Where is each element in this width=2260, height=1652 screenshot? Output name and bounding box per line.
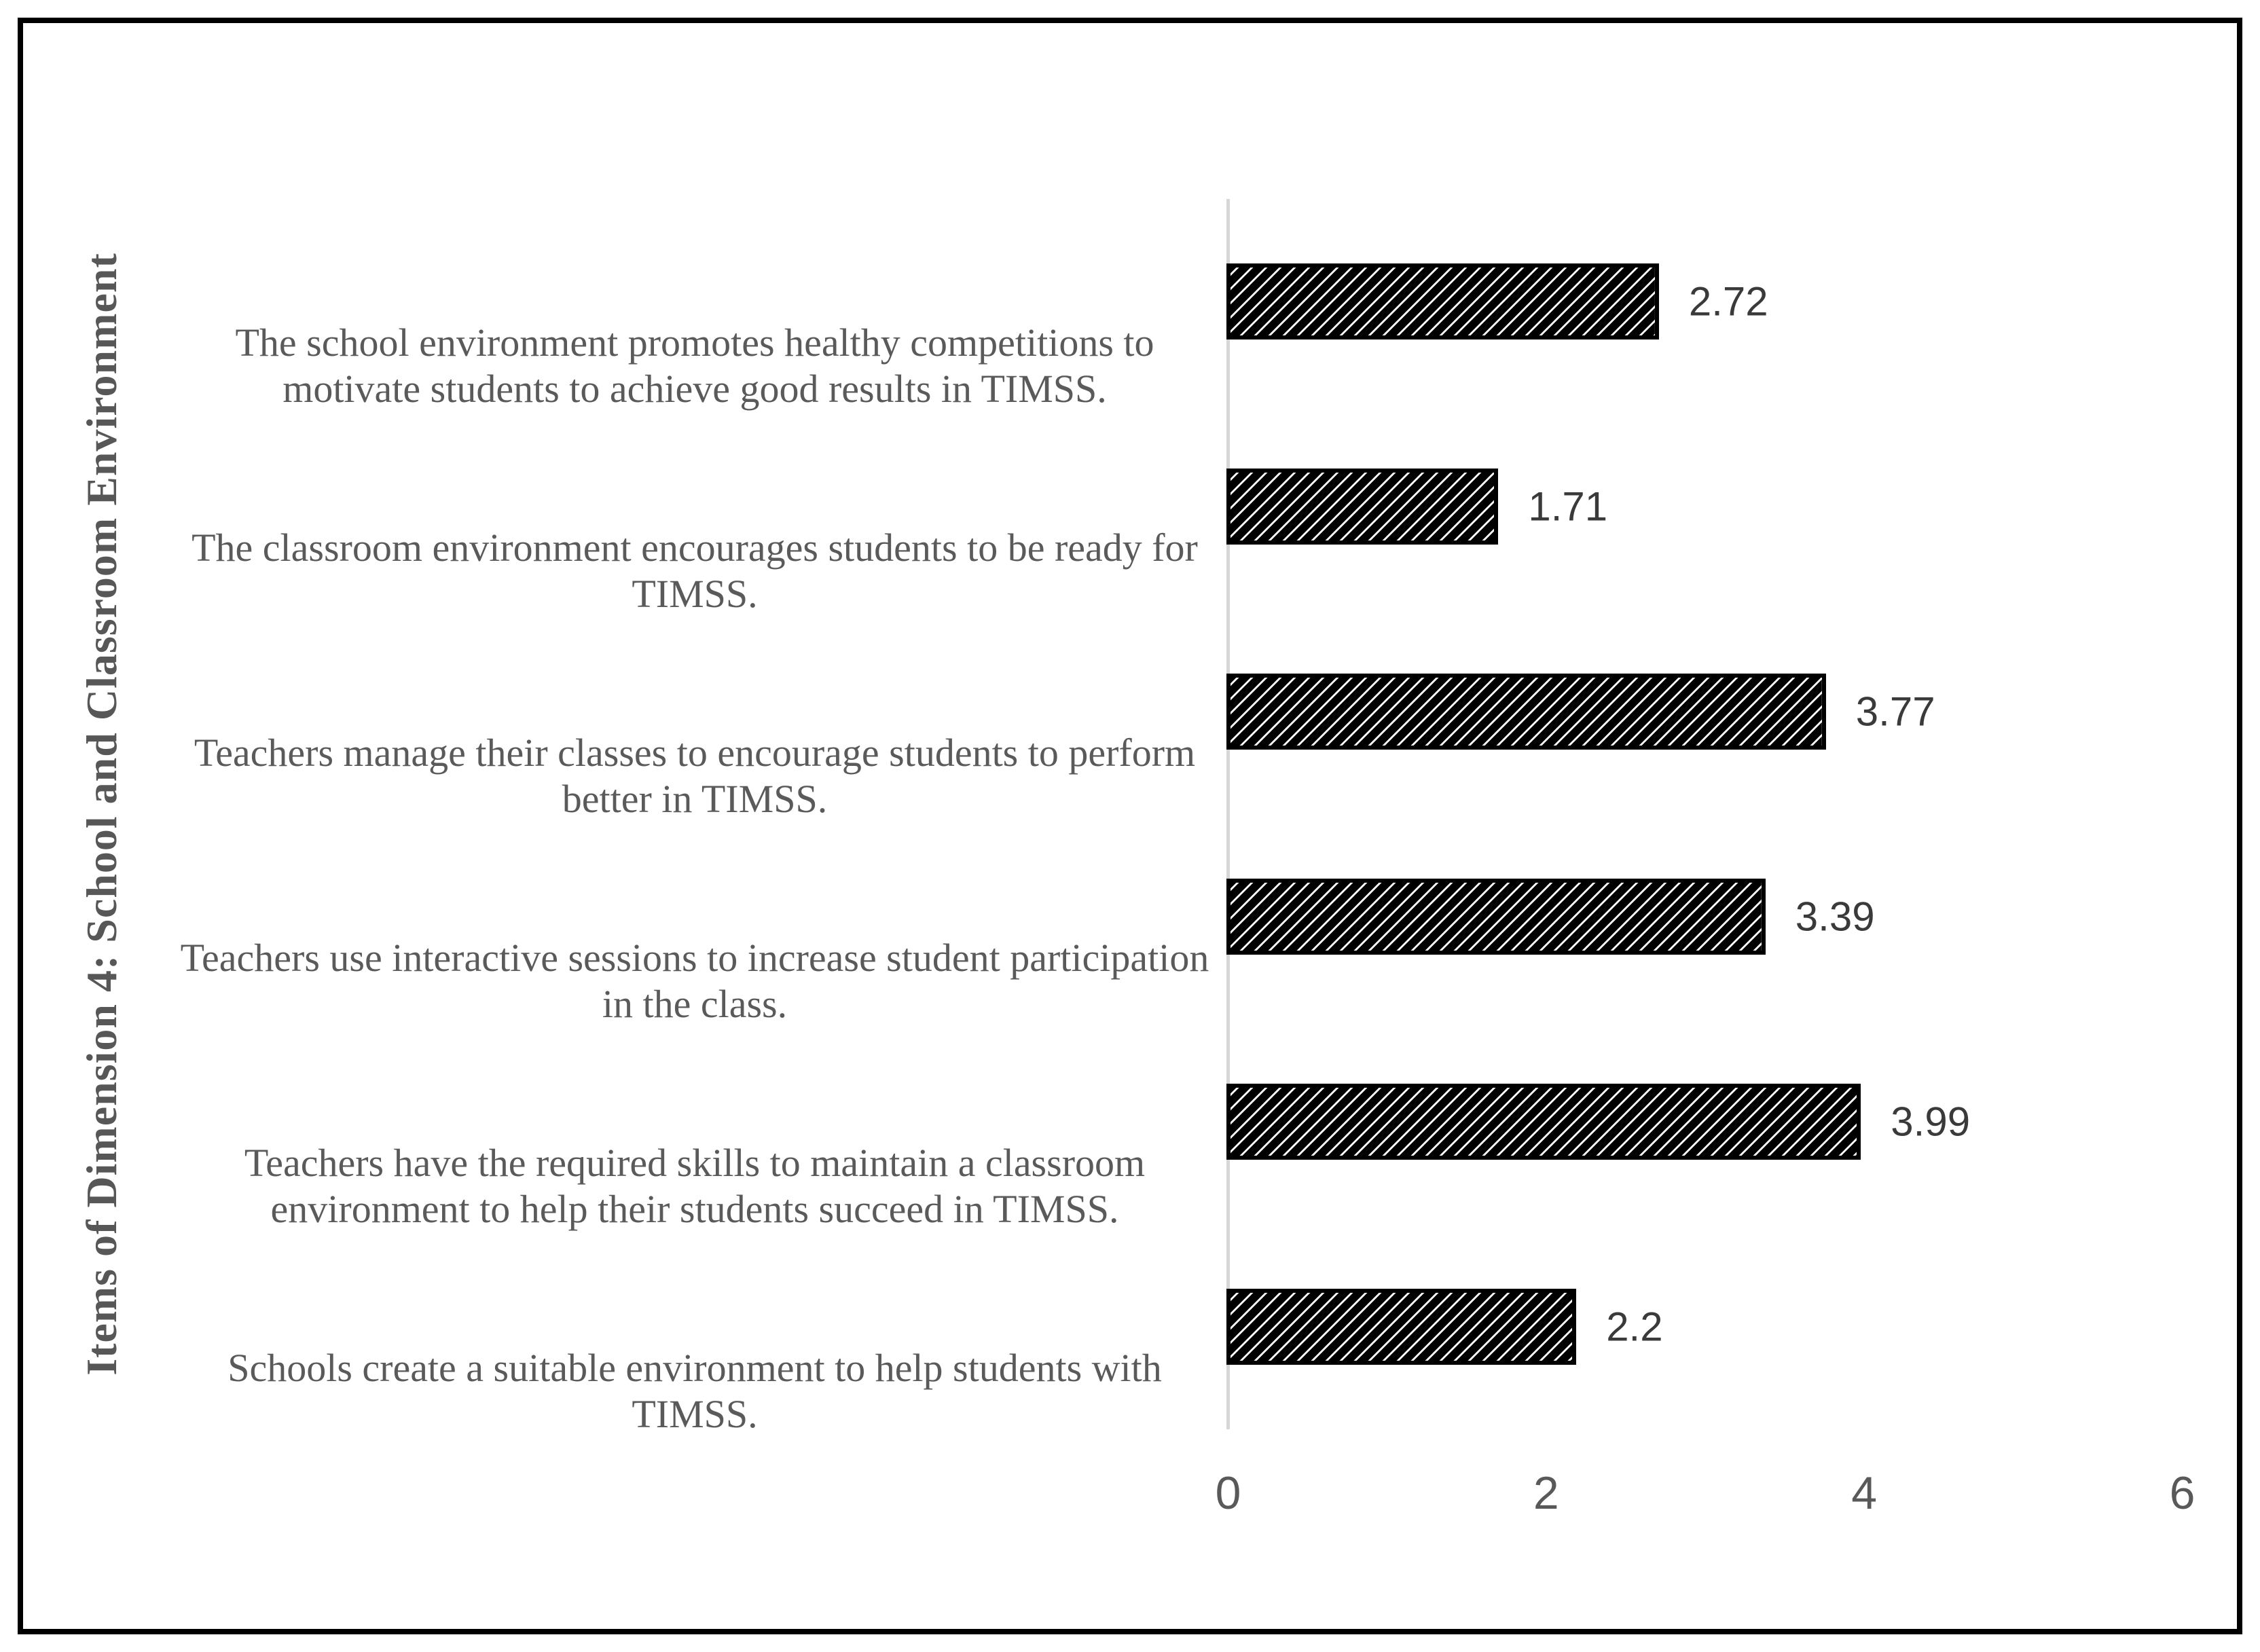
bar-teachers-manage-classes: 3.77 xyxy=(1226,674,1935,750)
plot-area: The school environment promotes healthy … xyxy=(23,199,2237,1436)
category-row: Teachers manage their classes to encoura… xyxy=(23,609,2237,821)
hatch-pattern-fill xyxy=(1231,883,1762,951)
bar-teachers-interactive-sessions: 3.39 xyxy=(1226,879,1875,955)
x-axis: 0 2 4 6 xyxy=(0,1467,2260,1528)
chart-outer-border xyxy=(18,18,2242,1634)
hatch-pattern-fill xyxy=(1231,678,1822,746)
hatch-pattern-fill xyxy=(1231,1293,1573,1361)
category-label: The classroom environment encourages stu… xyxy=(192,526,1198,616)
x-axis-tick-4: 4 xyxy=(1851,1467,1878,1519)
category-row: The school environment promotes healthy … xyxy=(23,199,2237,411)
category-row: Teachers use interactive sessions to inc… xyxy=(23,814,2237,1026)
category-row: Schools create a suitable environment to… xyxy=(23,1224,2237,1436)
bar-classroom-environment-ready: 1.71 xyxy=(1226,469,1607,545)
bar-value-label: 2.72 xyxy=(1688,278,1768,325)
bar-value-label: 2.2 xyxy=(1606,1304,1663,1350)
bar-schools-suitable-environment: 2.2 xyxy=(1226,1289,1663,1365)
category-label: Teachers manage their classes to encoura… xyxy=(194,731,1196,821)
hatch-pattern-fill xyxy=(1231,268,1655,335)
x-axis-tick-0: 0 xyxy=(1215,1467,1241,1519)
bar-value-label: 3.99 xyxy=(1891,1099,1971,1145)
bar-school-environment-competitions: 2.72 xyxy=(1226,263,1768,339)
bar-value-label: 3.39 xyxy=(1795,894,1875,940)
category-label: The school environment promotes healthy … xyxy=(235,320,1154,411)
category-label: Teachers have the required skills to mai… xyxy=(244,1141,1146,1231)
bar-teachers-required-skills: 3.99 xyxy=(1226,1084,1970,1160)
category-row: Teachers have the required skills to mai… xyxy=(23,1019,2237,1231)
hatch-pattern-fill xyxy=(1231,473,1495,540)
x-axis-tick-6: 6 xyxy=(2169,1467,2195,1519)
bar-value-label: 3.77 xyxy=(1855,689,1935,735)
bar-value-label: 1.71 xyxy=(1528,483,1608,530)
category-row: The classroom environment encourages stu… xyxy=(23,404,2237,616)
x-axis-tick-2: 2 xyxy=(1533,1467,1559,1519)
category-label: Teachers use interactive sessions to inc… xyxy=(180,936,1209,1026)
category-label: Schools create a suitable environment to… xyxy=(227,1346,1162,1436)
hatch-pattern-fill xyxy=(1231,1088,1857,1156)
y-axis-line xyxy=(1226,199,1230,1429)
